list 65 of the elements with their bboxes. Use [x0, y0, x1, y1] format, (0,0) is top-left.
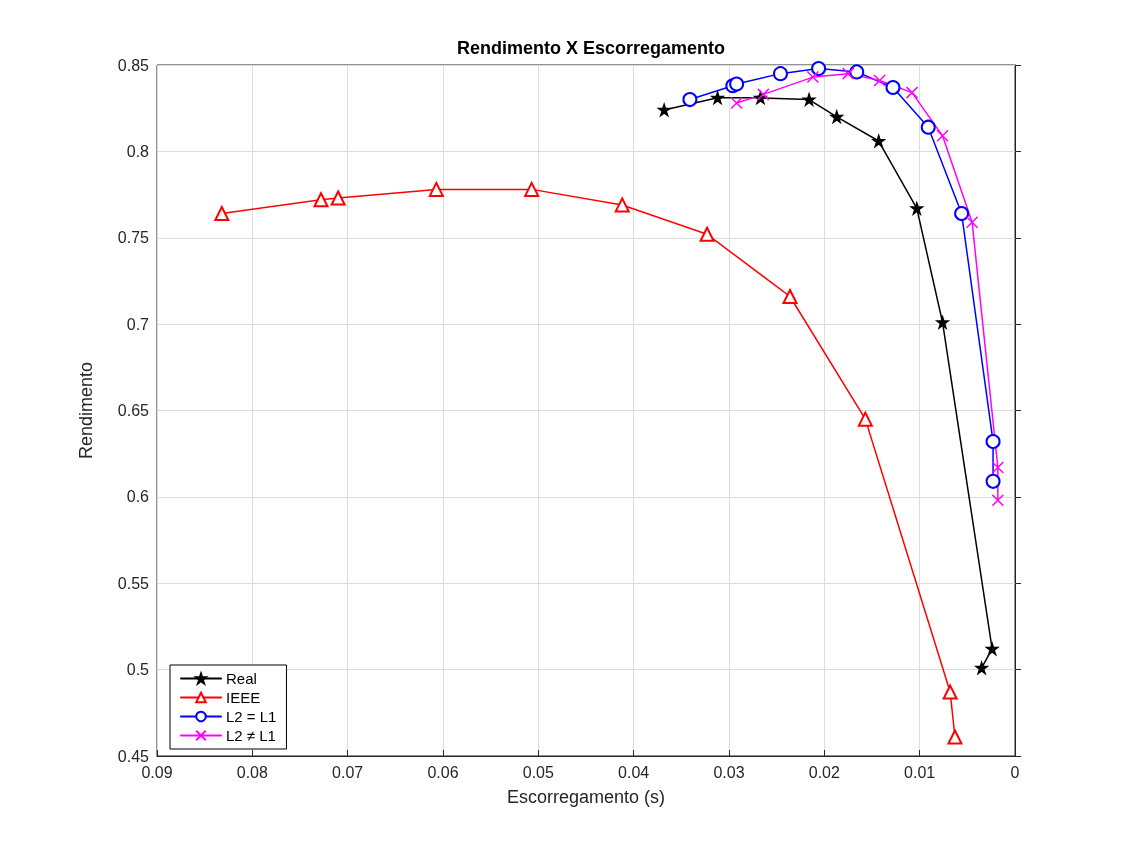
point	[991, 461, 1005, 474]
y-tick-label: 0.75	[117, 229, 150, 247]
point	[849, 64, 865, 80]
point	[920, 119, 936, 135]
point	[682, 92, 698, 108]
legend-label: Real	[226, 670, 257, 687]
point	[524, 181, 540, 197]
x-tick-label: 0.02	[808, 763, 841, 781]
point	[614, 197, 630, 213]
point	[772, 66, 788, 82]
point	[985, 473, 1001, 489]
point	[885, 79, 901, 95]
x-tick-label: 0.04	[618, 763, 650, 781]
y-tick-label: 0.65	[117, 402, 150, 419]
y-tick-label: 0.8	[126, 142, 150, 160]
point	[857, 411, 873, 427]
point	[905, 86, 919, 99]
point	[991, 494, 1005, 507]
point	[428, 181, 444, 197]
point	[910, 202, 924, 215]
x-tick-label: 0	[1010, 763, 1020, 781]
point	[841, 67, 855, 80]
point	[954, 206, 970, 222]
y-tick-label: 0.85	[117, 56, 150, 74]
point	[942, 684, 958, 700]
y-tick-label: 0.45	[117, 747, 150, 765]
x-axis-title: Escorregamento (s)	[506, 787, 666, 807]
chart-title: Rendimento X Escorregamento	[456, 38, 726, 58]
x-tick-label: 0.07	[332, 763, 364, 781]
legend-label: IEEE	[226, 689, 261, 706]
x-tick-label: 0.01	[904, 763, 936, 781]
y-tick-label: 0.6	[126, 488, 150, 506]
point	[782, 288, 798, 304]
point	[985, 434, 1001, 450]
point	[711, 91, 724, 105]
point	[699, 226, 715, 242]
legend-label: L2 = L1	[226, 708, 277, 725]
point	[873, 74, 886, 87]
x-tick-label: 0.05	[522, 763, 555, 781]
point	[730, 96, 743, 110]
y-tick-label: 0.7	[126, 315, 150, 333]
point	[757, 88, 770, 101]
y-tick-label: 0.5	[126, 661, 150, 679]
point	[330, 190, 346, 206]
x-tick-label: 0.08	[236, 763, 269, 781]
point	[313, 192, 329, 208]
point	[965, 215, 979, 229]
point	[802, 93, 816, 106]
point	[947, 729, 963, 745]
point	[936, 129, 949, 143]
y-tick-label: 0.55	[117, 574, 150, 592]
legend-label: L2 ≠ L1	[226, 727, 276, 744]
x-tick-label: 0.09	[141, 763, 173, 781]
point	[985, 642, 999, 656]
y-axis-title: Rendimento	[76, 361, 96, 460]
point	[214, 206, 230, 222]
point	[830, 110, 843, 124]
point	[806, 70, 820, 84]
point	[657, 103, 671, 117]
point	[975, 661, 988, 675]
x-tick-label: 0.03	[713, 763, 745, 781]
point	[811, 60, 827, 76]
point	[872, 134, 885, 148]
point	[729, 76, 745, 92]
x-tick-label: 0.06	[427, 763, 459, 781]
